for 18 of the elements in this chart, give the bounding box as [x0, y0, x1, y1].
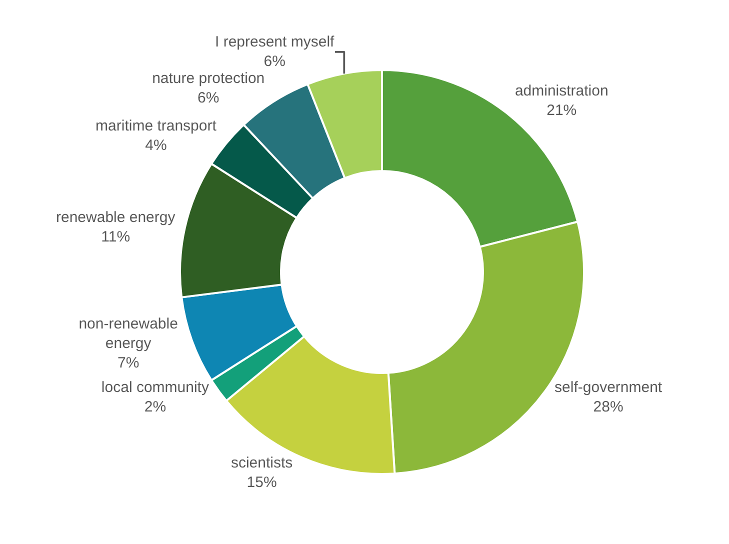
- slice-label: maritime transport: [96, 118, 218, 135]
- data-label: 6%: [198, 90, 220, 107]
- slice-label: administration: [514, 82, 608, 100]
- data-label: 11%: [101, 228, 130, 246]
- slice-label: scientists: [230, 454, 293, 472]
- data-label: 2%: [144, 398, 166, 416]
- data-label: 21%: [546, 102, 577, 120]
- slice-label: renewable energy: [56, 208, 176, 226]
- data-label: 7%: [117, 354, 140, 372]
- slice-label: I represent myself: [214, 34, 336, 51]
- slice-label: non-renewable energy: [78, 316, 178, 352]
- slice-label: self-government: [554, 378, 663, 396]
- data-label: 28%: [593, 398, 624, 416]
- data-label: 6%: [264, 53, 286, 70]
- slice-label: nature protection: [152, 70, 265, 88]
- data-label: 15%: [246, 474, 277, 492]
- slice-label: local community: [101, 378, 210, 396]
- data-label: 4%: [145, 137, 167, 154]
